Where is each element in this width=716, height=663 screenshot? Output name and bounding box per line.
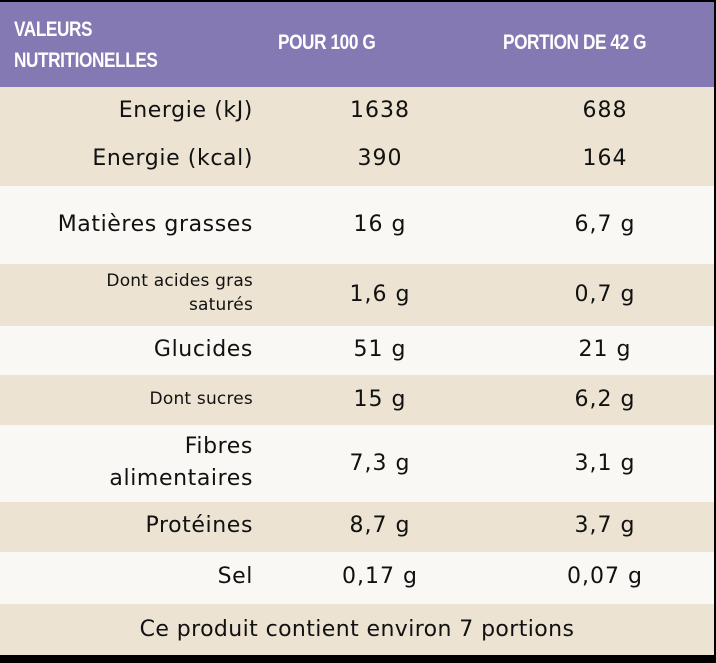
row-label: Protéines — [145, 513, 253, 538]
value-per-100g: 51 g — [353, 337, 407, 362]
header-line-1: VALEURS — [14, 18, 93, 41]
label-line-2: saturés — [188, 295, 253, 315]
table-row-energy: Energie (kJ) 1638 688 Energie (kcal) 390… — [0, 87, 714, 186]
label-line-1: Dont acides gras — [106, 271, 253, 291]
row-label: Energie (kcal) — [92, 146, 253, 171]
value-per-100g: 390 — [357, 146, 403, 171]
header-per-portion: PORTION DE 42 G — [503, 31, 647, 54]
table-row: Sel 0,17 g 0,07 g — [0, 552, 714, 604]
value-per-100g: 1,6 g — [349, 282, 411, 307]
value-per-100g: 7,3 g — [349, 451, 411, 476]
value-per-100g: 1638 — [350, 98, 410, 123]
header-per-100g: POUR 100 G — [278, 31, 376, 54]
value-per-100g: 15 g — [353, 387, 407, 412]
table-row: Fibres alimentaires 7,3 g 3,1 g — [0, 425, 714, 502]
value-per-portion: 6,7 g — [574, 212, 636, 237]
value-per-portion: 21 g — [578, 337, 632, 362]
label-line-1: Fibres — [184, 434, 253, 459]
table-header: VALEURS NUTRITIONELLES POUR 100 G PORTIO… — [0, 2, 714, 87]
table-row: Dont acides gras saturés 1,6 g 0,7 g — [0, 264, 714, 326]
label-line-2: alimentaires — [109, 466, 253, 491]
value-per-100g: 16 g — [353, 212, 407, 237]
header-line-2: NUTRITIONELLES — [14, 49, 158, 72]
value-per-portion: 164 — [582, 146, 628, 171]
value-per-100g: 8,7 g — [349, 513, 411, 538]
row-label: Sel — [217, 564, 253, 589]
value-per-portion: 3,7 g — [574, 513, 636, 538]
row-label: Fibres alimentaires — [109, 431, 253, 495]
portions-note: Ce produit contient environ 7 portions — [0, 604, 714, 655]
table-row: Dont sucres 15 g 6,2 g — [0, 375, 714, 425]
value-per-portion: 0,07 g — [567, 564, 643, 589]
row-label: Matières grasses — [57, 212, 253, 237]
table-row: Matières grasses 16 g 6,7 g — [0, 186, 714, 264]
value-per-100g: 0,17 g — [342, 564, 418, 589]
row-label: Dont acides gras saturés — [106, 269, 253, 317]
table-row: Glucides 51 g 21 g — [0, 326, 714, 375]
value-per-portion: 6,2 g — [574, 387, 636, 412]
header-nutrition-values: VALEURS NUTRITIONELLES — [14, 14, 158, 76]
row-label: Energie (kJ) — [118, 98, 253, 123]
table-row: Protéines 8,7 g 3,7 g — [0, 502, 714, 552]
value-per-portion: 3,1 g — [574, 451, 636, 476]
row-label: Glucides — [153, 337, 253, 362]
value-per-portion: 688 — [582, 98, 628, 123]
value-per-portion: 0,7 g — [574, 282, 636, 307]
row-label: Dont sucres — [149, 389, 253, 409]
